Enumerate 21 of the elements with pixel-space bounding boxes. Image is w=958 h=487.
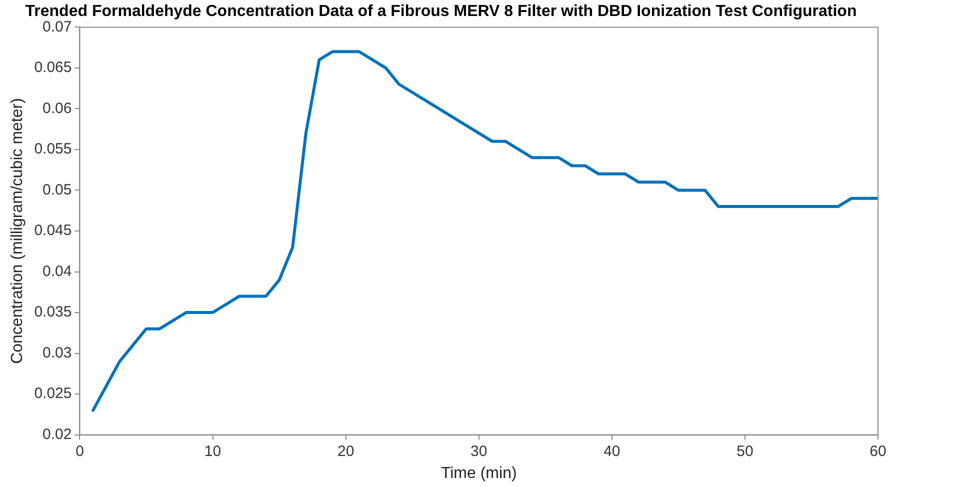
y-tick-label: 0.07 xyxy=(42,18,72,36)
x-tick-label: 50 xyxy=(736,442,754,460)
x-tick-label: 30 xyxy=(470,442,488,460)
x-tick-label: 10 xyxy=(204,442,222,460)
x-axis-title: Time (min) xyxy=(440,464,517,482)
x-tick-label: 0 xyxy=(76,442,84,460)
y-axis-title: Concentration (milligram/cubic meter) xyxy=(9,98,26,364)
y-tick-label: 0.02 xyxy=(42,426,72,443)
x-tick-label: 20 xyxy=(337,442,354,460)
y-tick-label: 0.06 xyxy=(42,100,72,117)
y-tick-label: 0.055 xyxy=(34,140,72,158)
y-tick-label: 0.025 xyxy=(34,385,72,402)
y-tick-label: 0.04 xyxy=(42,262,72,280)
y-tick-label: 0.045 xyxy=(34,222,72,240)
y-tick-label: 0.065 xyxy=(34,59,72,76)
y-tick-label: 0.035 xyxy=(34,304,72,321)
y-tick-label: 0.03 xyxy=(42,344,72,362)
chart-title: Trended Formaldehyde Concentration Data of a Fibrous MERV 8 Filter with DBD Ionization Test Configuration xyxy=(25,3,857,20)
x-tick-label: 40 xyxy=(604,442,620,460)
y-tick-label: 0.05 xyxy=(42,181,72,198)
x-tick-label: 60 xyxy=(870,442,886,460)
